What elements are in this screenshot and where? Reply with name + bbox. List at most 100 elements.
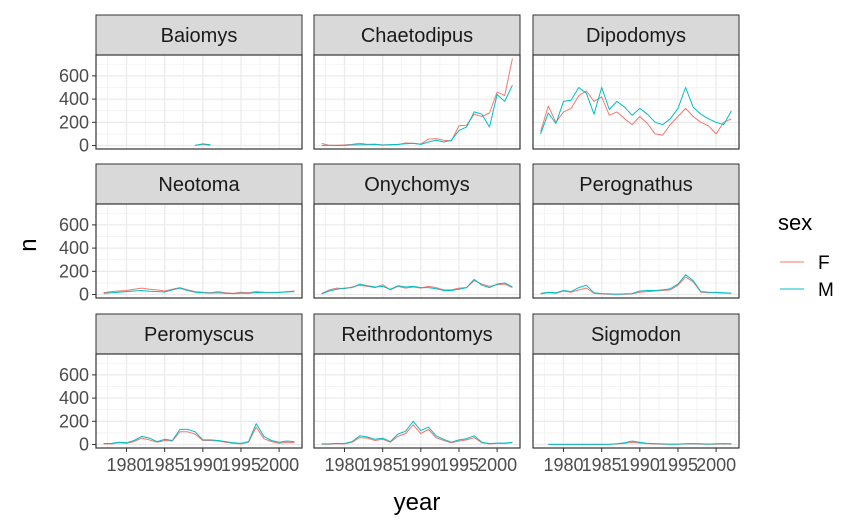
legend-item-m: M <box>780 280 834 301</box>
series-line-m <box>548 440 732 445</box>
x-tick-label: 1990 <box>183 455 223 475</box>
series-line-f <box>540 90 732 136</box>
facet-panels: Baiomys 0 200 400 600 Chaetodipus Dipodomys Neo… <box>59 14 740 475</box>
panel-background <box>314 204 520 298</box>
panel-border <box>313 203 521 299</box>
facet-strip <box>313 14 521 56</box>
facet-label: Baiomys <box>161 25 238 47</box>
facet-strip <box>532 14 740 56</box>
y-tick-label: 600 <box>59 215 89 235</box>
facet-panel-perognathus: Perognathus <box>532 163 740 299</box>
legend-label: M <box>818 280 834 301</box>
panel-border <box>532 203 740 299</box>
gridlines <box>96 55 302 149</box>
gridlines <box>314 354 520 448</box>
panel-border <box>95 203 303 299</box>
panel-border <box>532 54 740 150</box>
series-line-m <box>321 278 513 295</box>
facet-label: Sigmodon <box>591 324 681 346</box>
y-tick-label: 0 <box>79 285 89 305</box>
panel-background <box>96 204 302 298</box>
facet-strip <box>95 14 303 56</box>
series-line-m <box>321 84 513 146</box>
panel-background <box>96 55 302 149</box>
y-tick-label: 0 <box>79 136 89 156</box>
x-tick-label: 1980 <box>106 455 146 475</box>
panel-background <box>533 204 739 298</box>
series-line-m <box>103 287 295 295</box>
x-tick-label: 1985 <box>363 455 403 475</box>
panel-border <box>95 353 303 449</box>
facet-panel-dipodomys: Dipodomys <box>532 14 740 150</box>
x-tick-label: 2000 <box>696 455 736 475</box>
facet-label: Reithrodontomys <box>341 324 492 346</box>
y-tick-label: 200 <box>59 112 89 132</box>
x-axis-title: year <box>394 489 441 516</box>
gridlines <box>96 204 302 298</box>
y-tick-label: 400 <box>59 388 89 408</box>
facet-strip <box>95 313 303 355</box>
legend-items: FM <box>780 253 834 301</box>
facet-panel-chaetodipus: Chaetodipus <box>313 14 521 150</box>
facet-strip <box>532 313 740 355</box>
facet-panel-neotoma: Neotoma 0 200 400 600 <box>59 163 303 305</box>
legend-label: F <box>818 253 830 274</box>
x-tick-label: 1995 <box>439 455 479 475</box>
panel-background <box>314 354 520 448</box>
facet-label: Peromyscus <box>144 324 254 346</box>
panel-border <box>313 54 521 150</box>
x-tick-label: 2000 <box>477 455 517 475</box>
x-tick-label: 1985 <box>582 455 622 475</box>
x-tick-label: 1990 <box>401 455 441 475</box>
y-tick-label: 600 <box>59 66 89 86</box>
facet-label: Dipodomys <box>586 25 686 47</box>
y-tick-label: 400 <box>59 238 89 258</box>
x-tick-label: 1980 <box>324 455 364 475</box>
gridlines <box>314 204 520 298</box>
facet-label: Onychomys <box>364 174 470 196</box>
facet-label: Neotoma <box>158 174 240 196</box>
panel-background <box>533 354 739 448</box>
panel-background <box>96 354 302 448</box>
series-line-m <box>540 274 732 295</box>
y-tick-label: 0 <box>79 435 89 455</box>
y-axis-title: n <box>15 238 42 251</box>
gridlines <box>533 354 739 448</box>
legend: sex FM <box>778 210 834 301</box>
x-tick-label: 1985 <box>145 455 185 475</box>
facet-strip <box>313 313 521 355</box>
panel-background <box>533 55 739 149</box>
facet-panel-onychomys: Onychomys <box>313 163 521 299</box>
panel-border <box>313 353 521 449</box>
gridlines <box>533 204 739 298</box>
facet-label: Chaetodipus <box>361 25 473 47</box>
panel-border <box>532 353 740 449</box>
gridlines <box>314 55 520 149</box>
series-line-m <box>540 87 732 135</box>
facet-label: Perognathus <box>579 174 692 196</box>
series-line-m <box>321 420 513 445</box>
x-tick-label: 1995 <box>658 455 698 475</box>
x-tick-label: 1980 <box>543 455 583 475</box>
facet-panel-baiomys: Baiomys 0 200 400 600 <box>59 14 303 156</box>
facet-strip <box>95 163 303 205</box>
panel-border <box>95 54 303 150</box>
y-tick-label: 600 <box>59 365 89 385</box>
series-line-m <box>195 143 211 146</box>
x-tick-label: 1995 <box>221 455 261 475</box>
gridlines <box>533 55 739 149</box>
series-line-f <box>103 426 295 445</box>
y-tick-label: 200 <box>59 411 89 431</box>
legend-item-f: F <box>780 253 830 274</box>
y-tick-label: 400 <box>59 89 89 109</box>
y-tick-label: 200 <box>59 261 89 281</box>
panel-background <box>314 55 520 149</box>
series-line-m <box>103 423 295 445</box>
legend-title: sex <box>778 210 812 235</box>
series-line-f <box>321 424 513 445</box>
x-tick-label: 2000 <box>259 455 299 475</box>
